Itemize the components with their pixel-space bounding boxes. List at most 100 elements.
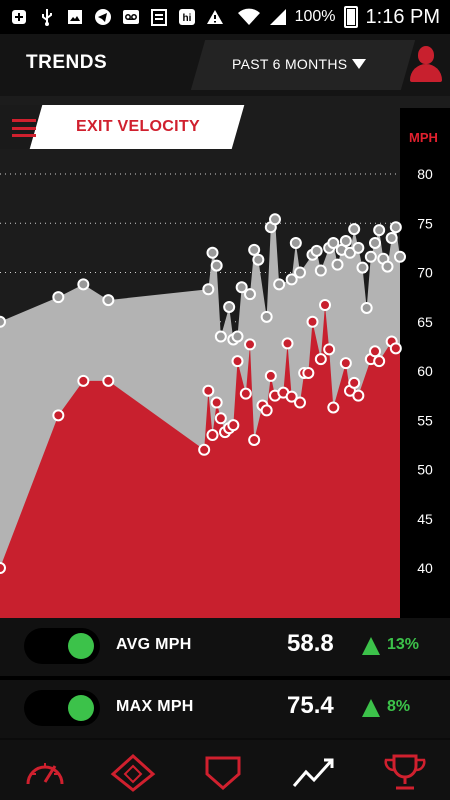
stat-change: 13% [387,636,420,653]
max-toggle[interactable] [24,690,100,726]
avg-point [264,369,277,382]
avg-point [198,443,211,456]
avg-point [248,433,261,446]
max-point [269,213,281,226]
max-point [235,281,248,294]
unit-label: MPH [409,130,438,145]
warning-icon [206,8,224,26]
svg-text:hi: hi [183,13,192,24]
avg-point [202,384,215,397]
usb-icon [38,8,56,26]
max-point [327,236,340,249]
avg-point [244,338,256,351]
avg-point [239,387,252,400]
avg-point [77,374,90,387]
avg-point [327,401,340,414]
avg-point [314,353,327,366]
avg-point [227,419,240,432]
avg-point [348,376,361,389]
max-point [294,266,306,279]
max-point [356,261,369,274]
avg-area [0,305,400,618]
y-tick-label: 55 [417,412,433,428]
avg-point [102,374,115,387]
max-point [289,236,302,249]
profile-icon[interactable] [410,46,442,82]
max-point [244,288,256,301]
avg-point [323,343,336,356]
max-point [389,221,402,234]
avg-point [373,355,386,368]
chart-panel: 40 45 50 55 60 65 70 75 80 [0,96,450,618]
status-bar: hi 100% 1:16 PM [0,0,450,34]
avg-toggle[interactable] [24,628,100,664]
trend-up-icon [362,637,380,655]
avg-point [302,366,315,379]
stat-value: 58.8 [287,630,334,657]
max-point [223,300,236,313]
max-point [331,258,344,271]
max-point [381,260,394,273]
max-point [394,250,406,263]
trophy-icon[interactable] [380,752,430,792]
velocity-chart: 40 45 50 55 60 65 70 75 80 [0,166,433,618]
speedometer-icon[interactable] [20,752,70,792]
avg-point [260,404,273,417]
page-title: TRENDS [26,52,108,73]
signal-icon [269,8,287,26]
avg-point [285,390,298,403]
avg-point [52,409,65,422]
avg-point [231,355,244,368]
voicemail-icon [122,8,140,26]
field-icon[interactable] [108,752,158,792]
hi-icon: hi [178,8,196,26]
max-point [360,301,373,314]
image-icon [66,8,84,26]
stat-change: 8% [387,698,411,715]
avg-point [210,396,223,409]
clock: 1:16 PM [365,5,440,28]
max-point [364,250,377,263]
max-point [202,283,215,296]
battery-percent: 100% [294,8,336,25]
avg-point [0,562,6,574]
max-point [260,310,273,323]
range-selector-label[interactable]: PAST 6 MONTHS [232,56,348,72]
y-tick-label: 45 [417,511,433,527]
menu-icon[interactable] [12,119,36,137]
y-tick-label: 75 [417,215,433,231]
stat-label: MAX MPH [116,698,194,715]
avg-point [389,342,402,355]
max-point [273,278,286,291]
status-system: 100% 1:16 PM [237,6,440,29]
notes-icon [150,8,168,26]
max-point [248,243,261,256]
avg-point [319,299,331,312]
max-point [339,234,352,247]
avg-point [369,345,381,358]
max-point [214,330,227,343]
avg-point [281,337,294,350]
max-point [373,224,386,237]
y-tick-label: 40 [417,560,433,576]
y-tick-label: 60 [417,363,433,379]
avg-point [306,315,319,328]
avg-point [294,396,306,409]
max-point [348,223,361,236]
home-plate-icon[interactable] [198,752,248,792]
metric-title[interactable]: EXIT VELOCITY [76,118,200,135]
max-point [102,294,115,307]
avg-point [339,357,352,370]
max-point [252,253,265,266]
add-icon [10,8,28,26]
max-point [206,246,219,259]
stat-row-max: MAX MPH 75.4 8% [0,680,450,738]
y-tick-label: 50 [417,462,433,478]
trend-line-icon[interactable] [290,752,340,792]
chevron-down-icon[interactable] [352,59,366,69]
max-point [0,315,6,328]
stat-value: 75.4 [287,692,334,719]
max-point [352,241,365,254]
app-header: TRENDS PAST 6 MONTHS [0,34,450,96]
avg-point [214,412,227,425]
